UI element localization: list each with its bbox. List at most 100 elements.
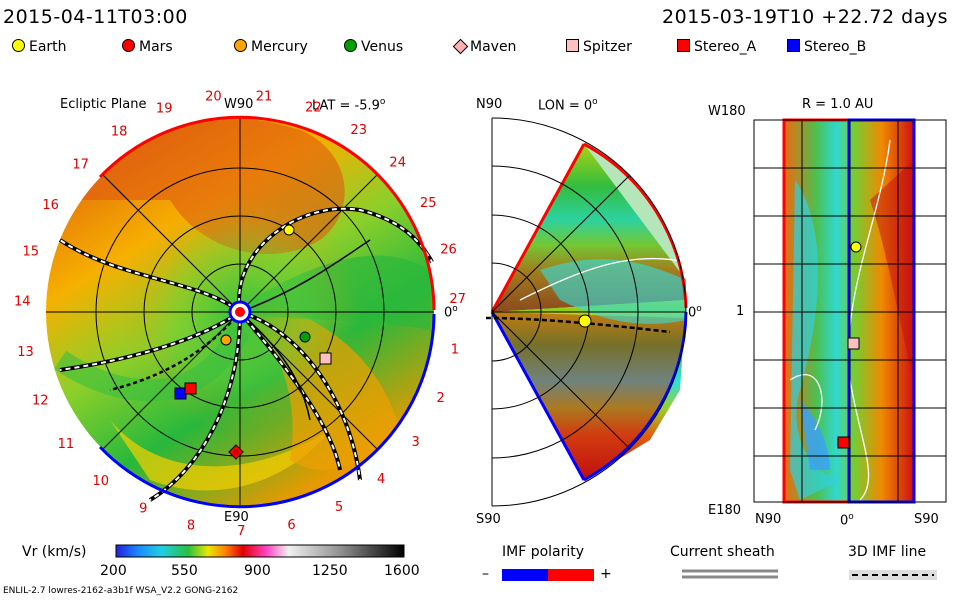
lat-value: LAT = -5.9 — [312, 98, 380, 114]
model-footer: ENLIL-2.7 lowres-2162-a3b1f WSA_V2.2 GON… — [3, 586, 239, 596]
ecliptic-venus-marker — [299, 331, 311, 343]
legend-label: Earth — [29, 39, 67, 55]
ecliptic-earth-marker — [283, 224, 295, 236]
lon-value: LON = 0 — [538, 98, 593, 114]
legend-stereo-b: Stereo_B — [787, 39, 866, 55]
carrington-label: 13 — [17, 345, 34, 360]
legend-stereo-a: Stereo_A — [677, 39, 756, 55]
carrington-label: 20 — [205, 90, 222, 105]
run-start-and-elapsed: 2015-03-19T10 +22.72 days — [662, 6, 948, 28]
carrington-label: 9 — [139, 501, 147, 516]
zero-value: 0 — [688, 305, 697, 321]
imf-polarity-label: IMF polarity — [502, 544, 585, 560]
legend-label: Stereo_B — [804, 39, 867, 55]
carrington-labels: 20 21222324252627123456789101112131415161… — [14, 89, 466, 539]
colorbar-tick-1600: 1600 — [384, 563, 420, 579]
imf-positive-swatch — [548, 569, 594, 581]
mercury-marker-icon — [234, 39, 247, 52]
model-datetime: 2015-04-11T03:00 — [3, 6, 188, 28]
carrington-label: 8 — [187, 518, 195, 533]
legend-venus: Venus — [344, 39, 403, 55]
meridional-earth-marker — [578, 314, 592, 328]
legend-mercury: Mercury — [234, 39, 308, 55]
colorbar-label: Vr (km/s) — [22, 544, 87, 560]
legend-label: Venus — [361, 39, 404, 55]
carrington-label: 11 — [58, 437, 75, 452]
radial-s90-label: S90 — [914, 512, 939, 527]
legend-label: Mercury — [251, 39, 308, 55]
ecliptic-w90-label: W90 — [224, 97, 254, 112]
radial-zero-label: 0o — [840, 512, 854, 529]
stereo-a-marker-icon — [677, 39, 690, 52]
carrington-label: 3 — [411, 435, 419, 450]
ecliptic-zero-label: 0o — [444, 304, 458, 321]
colorbar-tick-200: 200 — [100, 563, 127, 579]
radial-stereo-a-marker — [837, 436, 850, 449]
carrington-label: 22 — [305, 101, 322, 116]
legend-label: Maven — [470, 39, 517, 55]
imf-negative-swatch — [502, 569, 548, 581]
radial-surface-plot — [753, 118, 947, 504]
spitzer-marker-icon — [566, 39, 579, 52]
ecliptic-spitzer-marker — [319, 352, 332, 365]
radial-n90-label: N90 — [755, 512, 782, 527]
carrington-label: 17 — [72, 157, 89, 172]
legend-label: Mars — [139, 39, 173, 55]
carrington-label: 26 — [440, 242, 457, 257]
venus-marker-icon — [344, 39, 357, 52]
radial-earth-marker — [850, 241, 862, 253]
carrington-label: 24 — [389, 156, 406, 171]
radial-mid-label: 1 — [736, 304, 745, 319]
radial-spitzer-marker — [847, 337, 860, 350]
current-sheath-label: Current sheath — [670, 544, 775, 560]
carrington-label: 14 — [14, 295, 31, 310]
carrington-label: 19 — [156, 102, 173, 117]
zero-value: 0 — [444, 305, 453, 321]
carrington-label: 12 — [32, 394, 49, 409]
meridional-plane-plot — [485, 117, 688, 507]
meridional-n90-label: N90 — [476, 97, 503, 112]
imf-minus-sign: – — [482, 566, 489, 582]
ecliptic-e90-label: E90 — [224, 510, 249, 525]
ecliptic-title: Ecliptic Plane — [60, 97, 147, 112]
carrington-label: 1 — [451, 343, 459, 358]
carrington-label: 7 — [237, 524, 245, 539]
colorbar-tick-900: 900 — [244, 563, 271, 579]
legend-spitzer: Spitzer — [566, 39, 632, 55]
radial-distance-label: R = 1.0 AU — [802, 97, 874, 112]
radial-e180-label: E180 — [708, 503, 742, 518]
carrington-label: 23 — [350, 123, 367, 138]
meridional-lon-label: LON = 0o — [538, 97, 598, 114]
imf-plus-sign: + — [600, 566, 612, 582]
carrington-label: 16 — [42, 198, 59, 213]
carrington-label: 4 — [377, 472, 385, 487]
radial-w180-label: W180 — [708, 104, 746, 119]
legend-earth: Earth — [12, 39, 67, 55]
meridional-s90-label: S90 — [476, 512, 501, 527]
carrington-label: 18 — [111, 125, 128, 140]
ecliptic-stereo-a-marker — [184, 382, 197, 395]
colorbar-tick-550: 550 — [171, 563, 198, 579]
velocity-colorbar — [115, 544, 405, 558]
legend-label: Spitzer — [583, 39, 632, 55]
ecliptic-mercury-marker — [220, 334, 232, 346]
meridional-zero-label: 0o — [688, 304, 702, 321]
carrington-label: 15 — [23, 245, 40, 260]
legend-label: Stereo_A — [694, 39, 757, 55]
ecliptic-stereo-b-marker — [174, 387, 187, 400]
imf-3d-label: 3D IMF line — [848, 544, 927, 560]
carrington-label: 10 — [93, 474, 110, 489]
carrington-label: 2 — [437, 391, 445, 406]
legend-maven: Maven — [452, 38, 517, 55]
carrington-label: 5 — [335, 500, 343, 515]
carrington-label: 27 — [449, 292, 466, 307]
colorbar-tick-1250: 1250 — [312, 563, 348, 579]
stereo-b-marker-icon — [787, 39, 800, 52]
ecliptic-plane-plot: 20 21222324252627123456789101112131415161… — [14, 89, 466, 539]
carrington-label: 6 — [287, 518, 295, 533]
legend-mars: Mars — [122, 39, 173, 55]
earth-marker-icon — [12, 39, 25, 52]
carrington-label: 21 — [256, 89, 273, 104]
